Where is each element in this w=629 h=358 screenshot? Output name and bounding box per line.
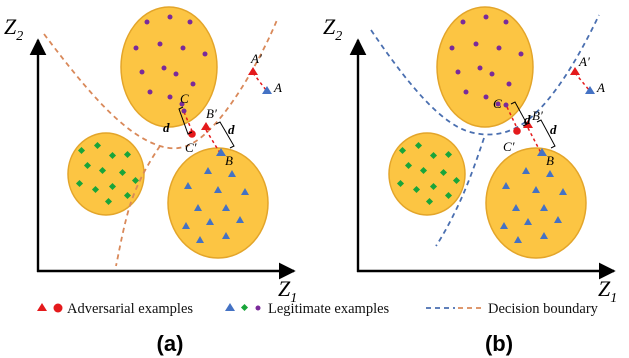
point-c-b: [503, 102, 509, 108]
adversarial-a-prime-b: [570, 67, 580, 75]
label-d-b: d: [228, 122, 235, 137]
legend-legitimate-label: Legitimate examples: [268, 301, 390, 317]
legend-blue-triangle: [225, 303, 235, 311]
legend: Adversarial examples Legitimate examples…: [37, 301, 599, 317]
label-d-c-b: d: [524, 112, 531, 127]
decision-boundary-b-lower: [435, 137, 485, 247]
label-b-b: B: [546, 153, 554, 168]
green-points-b: [396, 141, 461, 206]
point-a-b: [585, 86, 595, 94]
legend-green-diamond: [240, 303, 249, 312]
label-a-b: A: [596, 80, 605, 95]
blue-points: [182, 167, 249, 243]
adversarial-b-prime: [201, 122, 211, 130]
cluster-green: [67, 132, 145, 216]
point-b: [216, 148, 226, 156]
point-a: [262, 86, 272, 94]
label-c: C: [180, 91, 189, 106]
purple-points-b: [449, 14, 524, 107]
green-points: [75, 141, 140, 206]
label-d-c: d: [163, 120, 170, 135]
y-axis-label-b: Z2: [323, 14, 342, 44]
legend-purple-dot: [255, 305, 261, 311]
bracket-d-b: [215, 121, 235, 149]
legend-red-circle: [53, 303, 63, 313]
cluster-purple: [120, 6, 218, 128]
x-axis-label: Z1: [278, 276, 297, 306]
label-c-prime-b: C′: [503, 139, 515, 154]
panel-label-a: (a): [157, 331, 184, 356]
blue-points-b: [500, 167, 567, 243]
bracket-d-c: [178, 106, 193, 135]
bracket-d-b-b: [536, 119, 556, 149]
label-d-b-b: d: [550, 122, 557, 137]
cluster-green-b: [388, 132, 466, 216]
decision-boundary-b: [370, 14, 600, 136]
x-axis-label-b: Z1: [598, 276, 617, 306]
label-a-prime-b: A′: [578, 54, 590, 69]
legend-adversarial-label: Adversarial examples: [67, 301, 193, 317]
label-b-prime-b: B′: [532, 108, 543, 123]
label-a-prime: A′: [250, 51, 262, 66]
legend-boundary-label: Decision boundary: [488, 301, 599, 317]
label-b: B: [225, 153, 233, 168]
point-c: [181, 108, 187, 114]
point-b-b: [537, 148, 547, 156]
label-b-prime: B′: [206, 106, 217, 121]
purple-points: [133, 14, 208, 107]
adversarial-c-prime-b: [513, 127, 521, 135]
panel-label-b: (b): [485, 331, 513, 356]
cluster-blue-b: [485, 147, 587, 259]
bracket-d-c-b: [510, 101, 528, 127]
legend-red-triangle: [37, 303, 47, 311]
adversarial-b-prime-b: [523, 120, 533, 128]
panel-b: Z2 Z1: [323, 6, 617, 306]
label-a: A: [273, 80, 282, 95]
label-c-prime: C′: [185, 140, 197, 155]
adversarial-a-prime: [248, 67, 258, 75]
adversarial-c-prime: [188, 130, 196, 138]
cluster-blue: [167, 147, 269, 259]
decision-boundary-a: [43, 19, 278, 150]
panel-a: Z2 Z1: [4, 6, 297, 306]
decision-boundary-a-lower: [115, 145, 161, 267]
cluster-purple-b: [436, 6, 534, 128]
y-axis-label: Z2: [4, 14, 23, 44]
label-c-b: C: [493, 96, 502, 111]
